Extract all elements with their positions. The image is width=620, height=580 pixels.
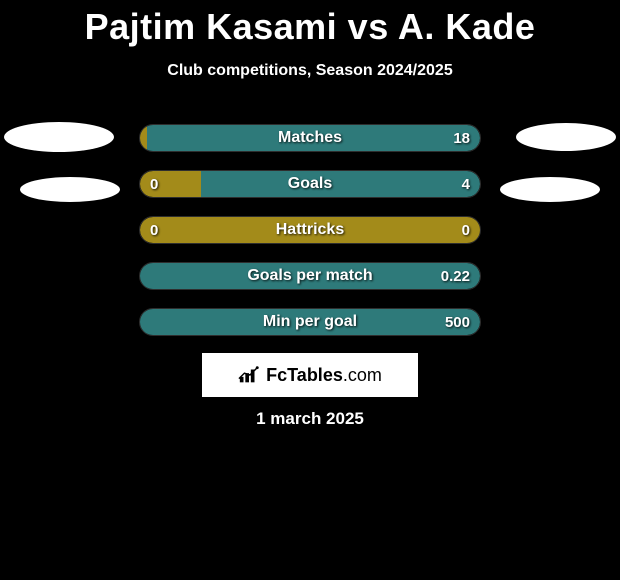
- stat-value-right: 0.22: [441, 263, 470, 289]
- stat-row: Goals per match0.22: [139, 262, 481, 290]
- stat-value-right: 0: [462, 217, 470, 243]
- bar-chart-icon: [238, 365, 260, 385]
- subtitle: Club competitions, Season 2024/2025: [0, 62, 620, 80]
- stat-value-right: 4: [462, 171, 470, 197]
- stat-fill-right: [201, 171, 480, 197]
- brand-text: FcTables.com: [266, 365, 382, 386]
- date-text: 1 march 2025: [0, 409, 620, 429]
- brand-box[interactable]: FcTables.com: [202, 353, 418, 397]
- brand-suffix: .com: [343, 365, 382, 385]
- stat-value-right: 18: [453, 125, 470, 151]
- stat-fill-left: [140, 217, 480, 243]
- player-photo-right-bottom: [500, 177, 600, 202]
- stat-value-right: 500: [445, 309, 470, 335]
- stat-fill-right: [140, 263, 480, 289]
- stat-fill-right: [147, 125, 480, 151]
- player-photo-right-top: [516, 123, 616, 151]
- stat-value-left: 0: [150, 171, 158, 197]
- stat-value-left: 0: [150, 217, 158, 243]
- player-photo-left-top: [4, 122, 114, 152]
- stat-row: Matches18: [139, 124, 481, 152]
- player-photo-left-bottom: [20, 177, 120, 202]
- brand-name: FcTables: [266, 365, 343, 385]
- stat-row: Goals04: [139, 170, 481, 198]
- stat-row: Hattricks00: [139, 216, 481, 244]
- stats-bar-group: Matches18Goals04Hattricks00Goals per mat…: [139, 124, 481, 354]
- page-title: Pajtim Kasami vs A. Kade: [0, 0, 620, 48]
- stat-row: Min per goal500: [139, 308, 481, 336]
- stat-fill-left: [140, 125, 147, 151]
- stat-fill-right: [140, 309, 480, 335]
